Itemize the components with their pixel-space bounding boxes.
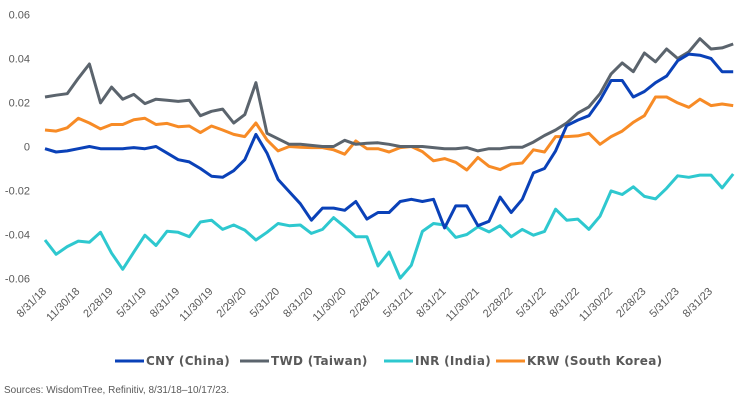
x-tick-label: 2/28/19 — [81, 286, 115, 320]
x-tick-label: 11/30/22 — [577, 286, 615, 324]
x-tick-label: 11/30/21 — [444, 286, 482, 324]
y-tick-label: 0.04 — [9, 54, 30, 66]
legend-item-twd: TWD (Taiwan) — [240, 354, 368, 368]
y-tick-label: -0.04 — [5, 230, 30, 242]
y-tick-label: -0.02 — [5, 186, 30, 198]
legend-item-krw: KRW (South Korea) — [496, 354, 662, 368]
series-lines — [43, 37, 735, 280]
y-axis: 0.06 0.04 0.02 0 -0.02 -0.04 -0.06 — [5, 10, 30, 286]
legend-item-inr: INR (India) — [384, 354, 491, 368]
legend: CNY (China) TWD (Taiwan) INR (India) KRW (S… — [115, 354, 662, 368]
x-tick-label: 2/29/20 — [214, 286, 248, 320]
legend-label: TWD (Taiwan) — [271, 354, 368, 368]
x-tick-label: 11/30/19 — [177, 286, 215, 324]
x-tick-label: 5/31/21 — [381, 286, 415, 320]
x-tick-label: 8/31/23 — [681, 286, 715, 320]
x-tick-label: 5/31/19 — [115, 286, 149, 320]
y-tick-label: 0.06 — [9, 10, 30, 22]
legend-item-cny: CNY (China) — [115, 354, 230, 368]
series-line-krw — [44, 95, 734, 172]
y-tick-label: -0.06 — [5, 274, 30, 286]
x-tick-label: 5/31/23 — [647, 286, 681, 320]
x-tick-label: 5/31/20 — [248, 286, 282, 320]
x-tick-label: 11/30/20 — [311, 286, 349, 324]
x-axis: 8/31/1811/30/182/28/195/31/198/31/1911/3… — [15, 286, 715, 324]
legend-label: INR (India) — [415, 354, 491, 368]
x-tick-label: 2/28/23 — [614, 286, 648, 320]
x-tick-label: 11/30/18 — [44, 286, 82, 324]
x-tick-label: 2/28/22 — [481, 286, 515, 320]
series-line-twd — [44, 37, 734, 153]
x-tick-label: 5/31/22 — [514, 286, 548, 320]
y-tick-label: 0 — [24, 142, 30, 154]
y-tick-label: 0.02 — [9, 98, 30, 110]
source-note: Sources: WisdomTree, Refinitiv, 8/31/18–… — [4, 385, 230, 396]
series-line-cny — [44, 52, 734, 230]
legend-label: CNY (China) — [146, 354, 230, 368]
x-tick-label: 2/28/21 — [348, 286, 382, 320]
series-line-inr — [43, 173, 735, 280]
legend-label: KRW (South Korea) — [527, 354, 662, 368]
